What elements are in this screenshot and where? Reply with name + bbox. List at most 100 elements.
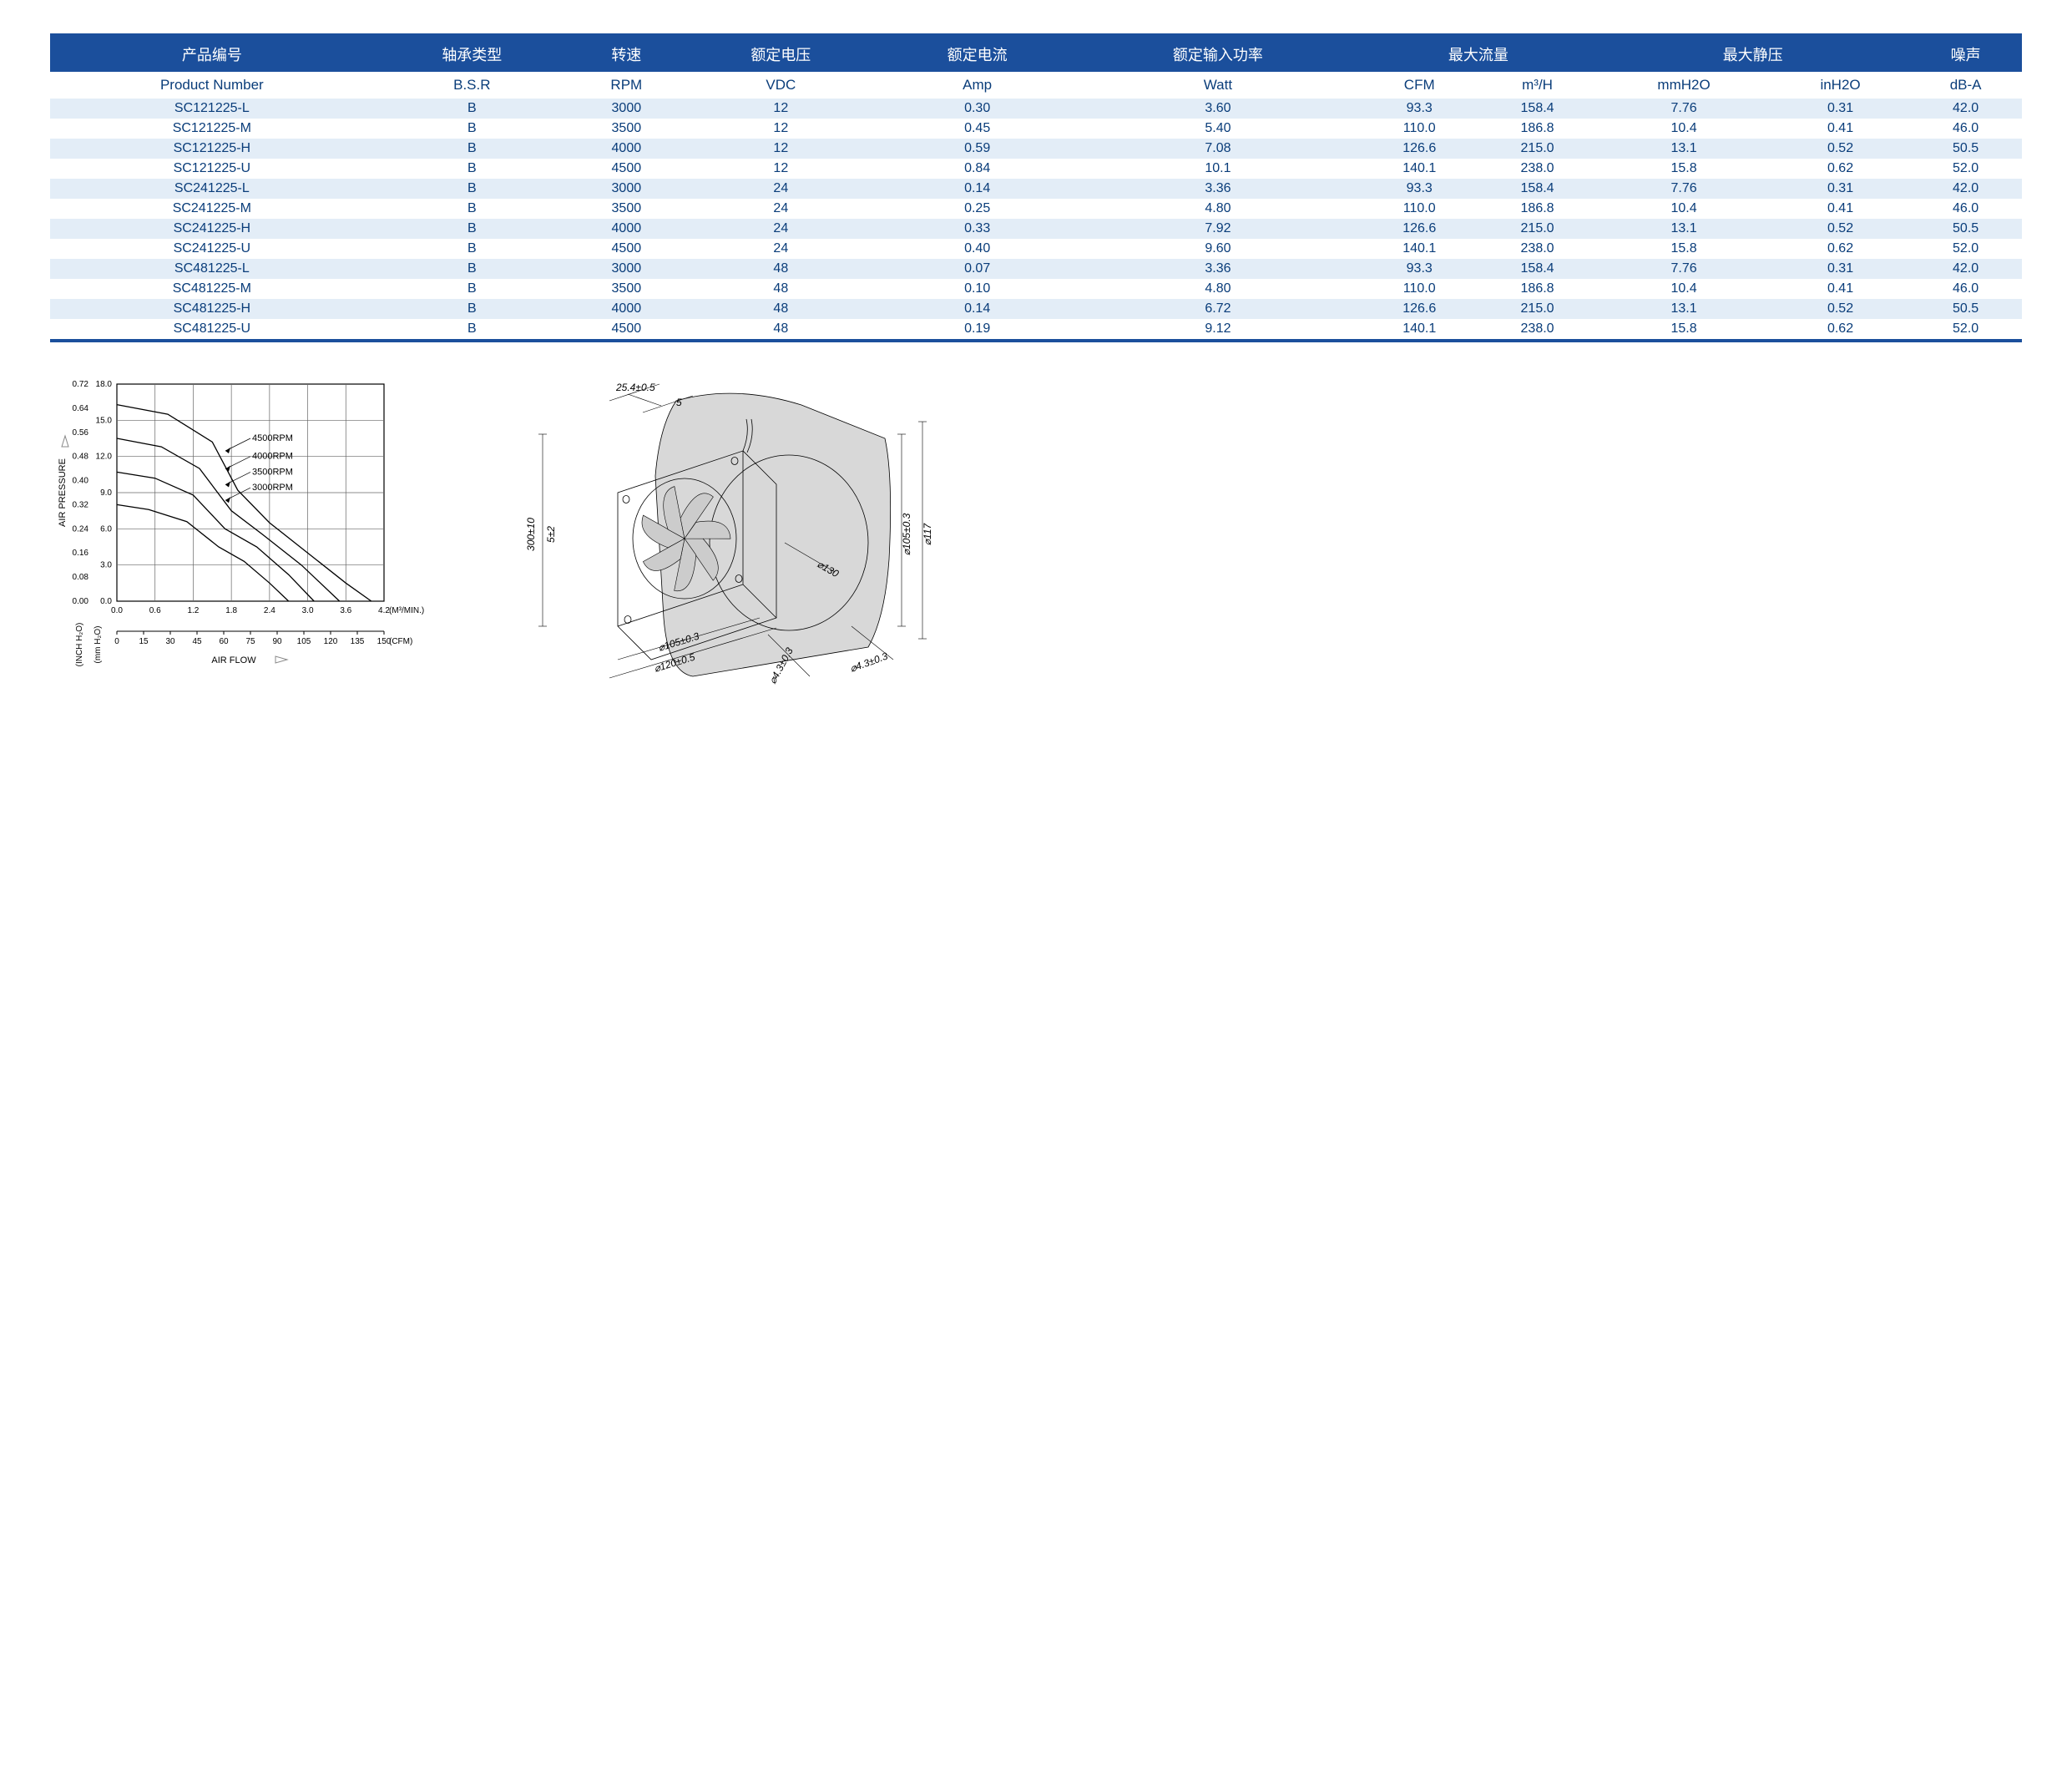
chart-svg: 0.00.61.21.82.43.03.64.20.03.06.09.012.0… xyxy=(50,376,451,710)
table-cell: 0.41 xyxy=(1771,279,1909,299)
col-header-cn: 噪声 xyxy=(1909,37,2022,72)
col-header-en: B.S.R xyxy=(374,72,570,99)
col-header-en: Amp xyxy=(879,72,1075,99)
svg-text:0.24: 0.24 xyxy=(73,524,89,534)
svg-text:4000RPM: 4000RPM xyxy=(252,452,293,462)
table-cell: 186.8 xyxy=(1478,119,1596,139)
svg-text:45: 45 xyxy=(192,637,202,646)
table-cell: 186.8 xyxy=(1478,279,1596,299)
table-cell: 4000 xyxy=(570,219,683,239)
svg-text:0.0: 0.0 xyxy=(111,606,123,615)
table-cell: 0.14 xyxy=(879,179,1075,199)
table-cell: 0.30 xyxy=(879,99,1075,119)
lower-section: 0.00.61.21.82.43.03.64.20.03.06.09.012.0… xyxy=(50,376,2022,714)
table-cell: 0.14 xyxy=(879,299,1075,319)
svg-text:AIR PRESSURE: AIR PRESSURE xyxy=(58,458,68,527)
col-header-cn: 额定输入功率 xyxy=(1075,37,1360,72)
table-cell: 158.4 xyxy=(1478,179,1596,199)
table-cell: B xyxy=(374,119,570,139)
col-header-en: CFM xyxy=(1361,72,1478,99)
col-header-en: m³/H xyxy=(1478,72,1596,99)
table-cell: 4.80 xyxy=(1075,199,1360,219)
table-cell: SC481225-M xyxy=(50,279,374,299)
svg-text:(mm H₂O): (mm H₂O) xyxy=(93,626,103,664)
svg-text:4500RPM: 4500RPM xyxy=(252,433,293,443)
svg-text:⌀105±0.3: ⌀105±0.3 xyxy=(901,513,912,555)
table-cell: 0.52 xyxy=(1771,299,1909,319)
table-cell: 3.36 xyxy=(1075,179,1360,199)
table-cell: SC481225-H xyxy=(50,299,374,319)
table-row: SC121225-MB3500120.455.40110.0186.810.40… xyxy=(50,119,2022,139)
svg-text:30: 30 xyxy=(165,637,175,646)
svg-text:3500RPM: 3500RPM xyxy=(252,467,293,477)
table-cell: 110.0 xyxy=(1361,279,1478,299)
svg-text:90: 90 xyxy=(272,637,282,646)
table-cell: 93.3 xyxy=(1361,179,1478,199)
svg-text:0.56: 0.56 xyxy=(73,428,89,438)
svg-text:135: 135 xyxy=(351,637,365,646)
col-header-cn: 轴承类型 xyxy=(374,37,570,72)
table-cell: 215.0 xyxy=(1478,219,1596,239)
svg-text:(INCH H₂O): (INCH H₂O) xyxy=(75,623,84,667)
table-cell: SC121225-L xyxy=(50,99,374,119)
svg-text:25.4±0.5: 25.4±0.5 xyxy=(615,382,655,393)
table-row: SC241225-UB4500240.409.60140.1238.015.80… xyxy=(50,239,2022,259)
table-cell: SC121225-M xyxy=(50,119,374,139)
svg-text:0: 0 xyxy=(114,637,119,646)
table-cell: 15.8 xyxy=(1596,159,1771,179)
col-header-cn: 最大静压 xyxy=(1596,37,1909,72)
table-row: SC481225-UB4500480.199.12140.1238.015.80… xyxy=(50,319,2022,339)
svg-text:15.0: 15.0 xyxy=(96,416,113,425)
col-header-cn: 额定电流 xyxy=(879,37,1075,72)
svg-text:(M³/MIN.): (M³/MIN.) xyxy=(389,606,424,615)
svg-text:18.0: 18.0 xyxy=(96,380,113,389)
table-cell: 126.6 xyxy=(1361,219,1478,239)
table-cell: 0.31 xyxy=(1771,179,1909,199)
svg-text:0.64: 0.64 xyxy=(73,404,89,413)
table-cell: 158.4 xyxy=(1478,259,1596,279)
table-cell: 4000 xyxy=(570,299,683,319)
svg-text:0.48: 0.48 xyxy=(73,453,89,462)
table-cell: B xyxy=(374,299,570,319)
performance-chart: 0.00.61.21.82.43.03.64.20.03.06.09.012.0… xyxy=(50,376,451,710)
table-cell: 24 xyxy=(683,239,879,259)
table-cell: SC481225-L xyxy=(50,259,374,279)
table-cell: 52.0 xyxy=(1909,159,2022,179)
table-cell: 42.0 xyxy=(1909,179,2022,199)
table-cell: 126.6 xyxy=(1361,139,1478,159)
svg-text:120: 120 xyxy=(324,637,338,646)
table-cell: 0.41 xyxy=(1771,119,1909,139)
table-cell: B xyxy=(374,99,570,119)
col-header-en: Product Number xyxy=(50,72,374,99)
table-cell: 3000 xyxy=(570,179,683,199)
table-cell: 0.31 xyxy=(1771,259,1909,279)
svg-text:1.8: 1.8 xyxy=(225,606,237,615)
svg-text:⌀117: ⌀117 xyxy=(922,522,933,545)
table-cell: 0.31 xyxy=(1771,99,1909,119)
table-cell: 0.45 xyxy=(879,119,1075,139)
table-cell: 3000 xyxy=(570,259,683,279)
table-row: SC121225-LB3000120.303.6093.3158.47.760.… xyxy=(50,99,2022,119)
table-cell: 48 xyxy=(683,259,879,279)
table-cell: 140.1 xyxy=(1361,239,1478,259)
svg-text:0.6: 0.6 xyxy=(149,606,161,615)
table-cell: 158.4 xyxy=(1478,99,1596,119)
svg-text:0.08: 0.08 xyxy=(73,573,89,582)
svg-text:0.32: 0.32 xyxy=(73,500,89,509)
table-cell: SC121225-U xyxy=(50,159,374,179)
table-cell: 140.1 xyxy=(1361,159,1478,179)
table-cell: 10.1 xyxy=(1075,159,1360,179)
table-cell: 15.8 xyxy=(1596,239,1771,259)
technical-drawing: 25.4±0.55300±105±2⌀105±0.3⌀120±0.5⌀4.3±0… xyxy=(484,376,952,714)
table-cell: SC241225-H xyxy=(50,219,374,239)
svg-text:105: 105 xyxy=(297,637,311,646)
table-cell: 48 xyxy=(683,319,879,339)
table-cell: 110.0 xyxy=(1361,119,1478,139)
table-row: SC121225-UB4500120.8410.1140.1238.015.80… xyxy=(50,159,2022,179)
table-cell: 46.0 xyxy=(1909,199,2022,219)
table-cell: 3500 xyxy=(570,279,683,299)
svg-text:12.0: 12.0 xyxy=(96,453,113,462)
table-cell: 0.62 xyxy=(1771,239,1909,259)
svg-text:75: 75 xyxy=(245,637,255,646)
table-cell: 24 xyxy=(683,199,879,219)
